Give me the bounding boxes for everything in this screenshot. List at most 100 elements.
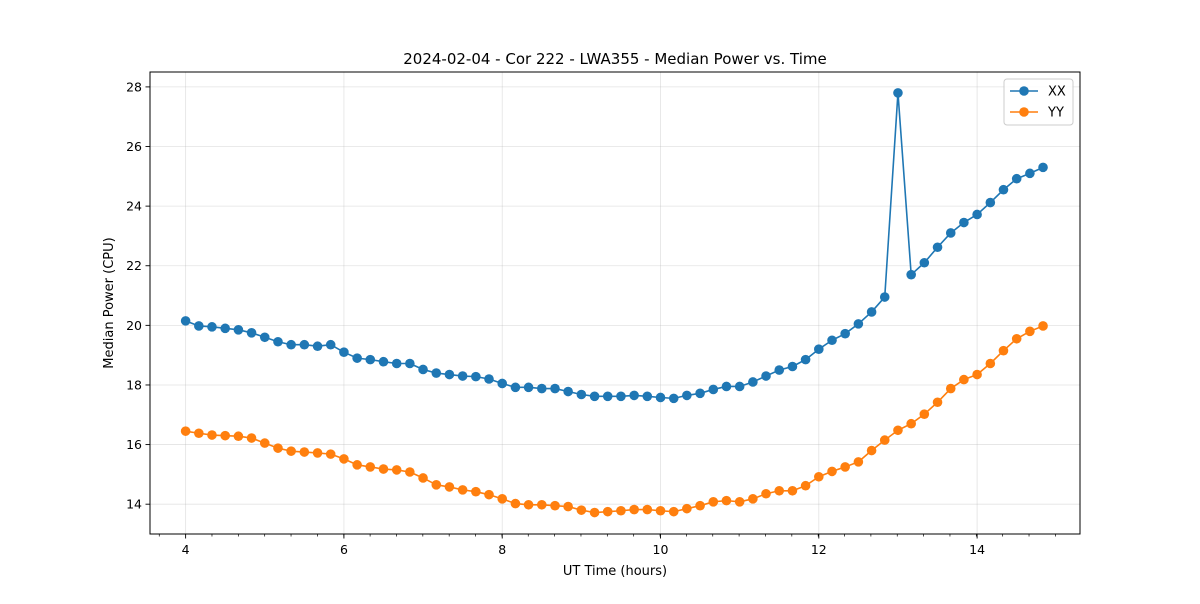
data-point-xx <box>893 88 903 98</box>
data-point-xx <box>708 384 719 395</box>
data-point-xx <box>180 316 191 326</box>
data-point-xx <box>484 374 494 384</box>
data-point-yy <box>840 462 850 472</box>
data-point-xx <box>998 184 1009 195</box>
data-point-yy <box>273 443 283 453</box>
data-point-yy <box>194 428 204 439</box>
data-point-yy <box>484 489 494 500</box>
data-point-xx <box>365 354 376 365</box>
x-tick-label: 12 <box>811 542 827 557</box>
y-tick-label: 28 <box>126 79 142 94</box>
data-point-xx <box>457 371 468 381</box>
data-point-yy <box>945 383 956 394</box>
data-point-xx <box>814 344 824 355</box>
data-point-yy <box>497 494 508 504</box>
series-xx <box>180 88 1048 404</box>
data-point-xx <box>536 383 547 394</box>
data-point-xx <box>418 364 428 375</box>
data-point-xx <box>1038 162 1048 173</box>
legend-entry-yy: YY <box>1010 106 1064 121</box>
data-point-xx <box>273 336 283 347</box>
data-point-yy <box>180 426 191 436</box>
data-point-xx <box>932 242 943 253</box>
plot-frame <box>149 71 1081 535</box>
data-point-xx <box>246 328 257 338</box>
data-point-yy <box>431 480 442 490</box>
data-point-xx <box>879 292 890 302</box>
data-point-yy <box>299 447 310 457</box>
x-tick-label: 8 <box>498 542 506 557</box>
data-point-yy <box>893 425 903 436</box>
data-point-yy <box>391 465 402 475</box>
plot-series <box>180 88 1048 518</box>
data-point-yy <box>919 409 930 419</box>
data-point-xx <box>1025 168 1035 179</box>
data-point-xx <box>629 390 639 401</box>
data-point-yy <box>220 430 230 441</box>
data-point-yy <box>629 504 639 515</box>
data-point-yy <box>325 449 336 459</box>
data-point-xx <box>616 391 626 402</box>
data-point-yy <box>761 488 771 499</box>
data-point-yy <box>814 471 824 482</box>
data-point-xx <box>655 392 666 403</box>
x-tick-label: 14 <box>969 542 985 557</box>
data-point-xx <box>339 347 349 357</box>
data-point-yy <box>972 369 982 380</box>
data-point-xx <box>220 323 230 334</box>
data-point-yy <box>563 501 573 512</box>
data-point-yy <box>536 499 547 510</box>
data-point-xx <box>391 358 402 369</box>
data-point-yy <box>906 418 916 429</box>
data-point-xx <box>602 391 613 402</box>
data-point-yy <box>550 500 560 511</box>
data-point-yy <box>510 498 521 509</box>
data-point-xx <box>194 321 204 331</box>
data-point-xx <box>866 307 877 317</box>
data-point-yy <box>602 506 613 517</box>
data-point-yy <box>616 505 626 516</box>
data-point-xx <box>721 381 732 392</box>
data-point-yy <box>286 446 296 456</box>
data-point-yy <box>866 445 877 456</box>
data-point-xx <box>761 371 771 381</box>
data-point-xx <box>853 319 864 329</box>
legend: XX YY <box>1003 78 1074 126</box>
data-point-xx <box>906 269 916 280</box>
data-point-yy <box>959 374 969 385</box>
chart-title: 2024-02-04 - Cor 222 - LWA355 - Median P… <box>403 50 827 68</box>
y-tick-label: 24 <box>126 199 142 214</box>
y-tick-label: 14 <box>126 497 142 512</box>
data-point-xx <box>972 209 982 220</box>
data-point-yy <box>853 457 864 467</box>
legend-marker-yy <box>1019 107 1029 117</box>
data-point-xx <box>985 197 996 208</box>
data-point-yy <box>457 485 468 495</box>
data-point-yy <box>642 504 653 515</box>
data-point-yy <box>721 495 732 506</box>
data-point-xx <box>286 339 296 350</box>
data-point-xx <box>325 339 336 350</box>
data-point-yy <box>879 435 890 445</box>
data-point-yy <box>589 507 600 518</box>
data-point-yy <box>312 448 323 458</box>
x-axis-label: UT Time (hours) <box>563 564 667 579</box>
data-point-xx <box>352 353 362 363</box>
data-point-xx <box>734 381 745 392</box>
data-point-xx <box>405 358 415 369</box>
data-point-yy <box>339 454 349 464</box>
data-point-xx <box>444 369 455 380</box>
data-point-yy <box>1038 321 1048 331</box>
series-yy <box>180 321 1048 518</box>
data-point-yy <box>471 486 481 497</box>
axis-ticks: 4 6 8 10 12 14 14 16 18 20 22 24 26 28 <box>126 79 1056 557</box>
data-point-xx <box>510 382 521 393</box>
y-tick-label: 26 <box>126 139 142 154</box>
data-point-yy <box>378 464 389 474</box>
data-point-yy <box>827 466 837 477</box>
data-point-yy <box>708 497 719 507</box>
data-point-yy <box>748 494 758 504</box>
